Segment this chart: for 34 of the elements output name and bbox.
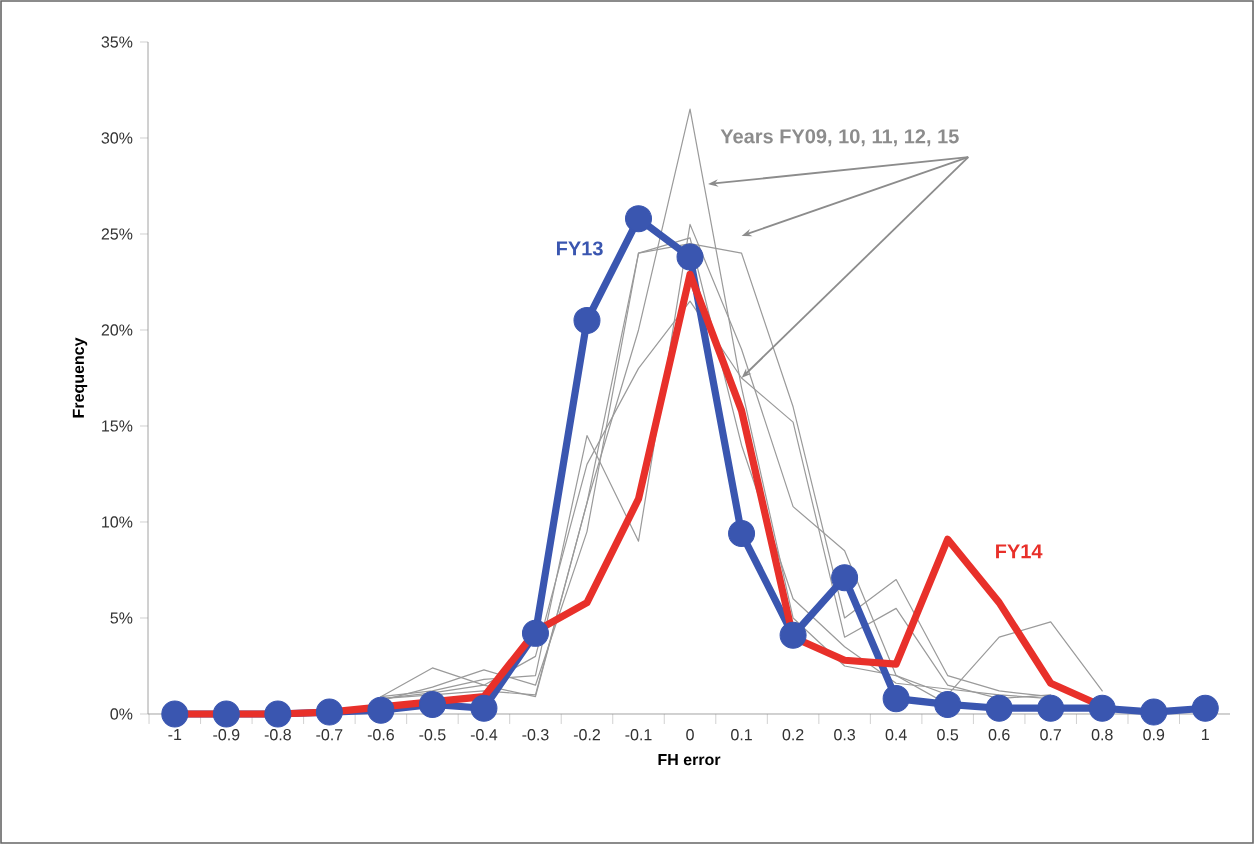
x-tick-label: -0.9 [213, 729, 240, 741]
series-label: FY14 [996, 544, 1043, 559]
y-tick-label: 5% [110, 612, 133, 624]
x-tick-label: -1 [168, 729, 182, 741]
x-tick-label: 0.1 [731, 729, 752, 741]
y-tick-label: 30% [101, 132, 133, 144]
x-tick-label: 0.4 [885, 729, 907, 741]
x-tick-label: -0.8 [264, 729, 291, 741]
x-tick-label: -0.1 [625, 729, 652, 741]
y-axis-title: Frequency [72, 337, 88, 418]
y-tick-label: 15% [102, 420, 133, 432]
x-tick-label: 0.6 [988, 729, 1010, 741]
y-tick-label: 35% [101, 36, 133, 48]
x-tick-label: -0.4 [470, 729, 498, 741]
x-tick-label: -0.5 [419, 729, 446, 741]
y-tick-label: 25% [101, 228, 133, 240]
y-tick-label: 0% [110, 708, 133, 720]
x-tick-label: 1 [1202, 729, 1209, 741]
y-tick-label: 10% [102, 516, 133, 528]
x-tick-label: 0.8 [1091, 729, 1113, 741]
annotation: Years FY09, 10, 11, 12, 15 [720, 129, 959, 147]
series-label: FY13 [556, 241, 603, 256]
x-tick-label: 0.5 [937, 729, 959, 741]
x-tick-label: 0.3 [834, 729, 856, 741]
x-axis-title: FH error [658, 754, 721, 766]
x-tick-label: -0.2 [573, 729, 600, 741]
x-tick-label: 0 [686, 729, 694, 741]
x-tick-label: -0.6 [367, 729, 394, 741]
y-tick-label: 20% [101, 324, 133, 336]
x-tick-label: -0.3 [522, 729, 549, 741]
x-tick-label: -0.7 [316, 729, 343, 741]
x-tick-label: 0.2 [782, 729, 804, 741]
x-tick-label: 0.7 [1040, 729, 1062, 741]
x-tick-label: 0.9 [1143, 729, 1165, 741]
